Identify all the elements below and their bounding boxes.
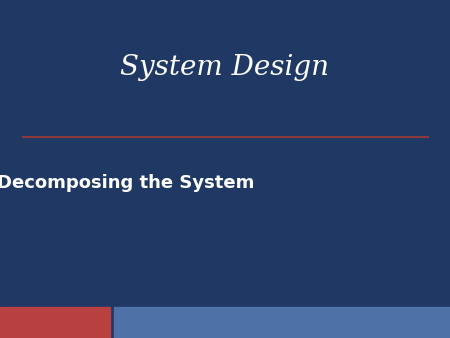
Bar [114, 307, 450, 338]
Text: Decomposing the System: Decomposing the System [0, 173, 255, 192]
Text: System Design: System Design [121, 54, 329, 81]
Bar [0, 307, 110, 338]
